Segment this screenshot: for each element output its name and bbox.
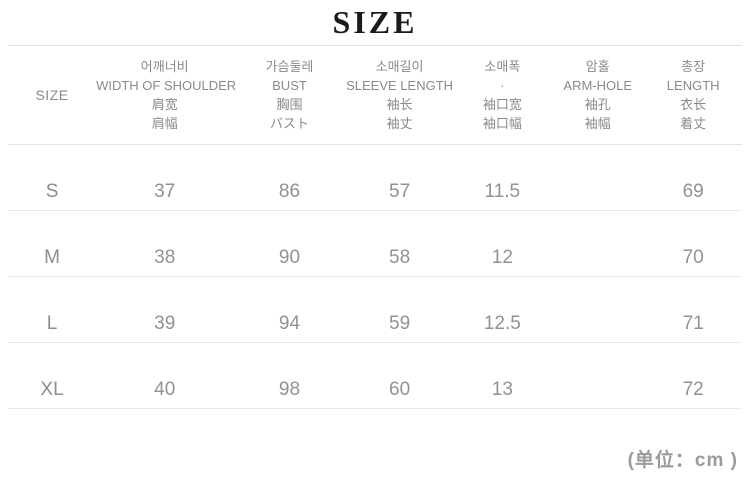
column-header-sleeve-width-ja: 袖口幅 bbox=[482, 116, 522, 131]
cell-xl-bust: 98 bbox=[233, 342, 346, 409]
column-header-sleeve-width-ko: 소매폭 bbox=[484, 59, 521, 74]
header-row: SIZE 어깨너비 WIDTH OF SHOULDER 肩宽 肩幅 가슴둘레 B… bbox=[8, 45, 742, 145]
column-header-sleeve-length-ja: 袖丈 bbox=[386, 116, 413, 131]
cell-l-armhole bbox=[551, 276, 645, 343]
size-label-m: M bbox=[8, 210, 97, 277]
column-header-bust: 가슴둘레 BUST 胸围 バスト bbox=[233, 45, 346, 145]
column-header-size-label: SIZE bbox=[35, 86, 69, 103]
column-header-bust-ko: 가슴둘레 bbox=[265, 59, 314, 74]
column-header-armhole-ko: 암홀 bbox=[585, 59, 610, 74]
cell-s-bust: 86 bbox=[233, 144, 346, 211]
column-header-length-ko: 총장 bbox=[681, 59, 706, 74]
cell-s-sleeve-length: 57 bbox=[345, 144, 454, 211]
cell-s-length: 69 bbox=[644, 144, 742, 211]
column-header-armhole: 암홀 ARM-HOLE 袖孔 袖幅 bbox=[551, 45, 645, 145]
column-header-sleeve-width-en: · bbox=[500, 78, 505, 93]
table-row-xl: XL 40 98 60 13 72 bbox=[8, 342, 742, 409]
column-header-armhole-ja: 袖幅 bbox=[584, 116, 611, 131]
column-header-length: 총장 LENGTH 衣长 着丈 bbox=[644, 45, 742, 145]
column-header-shoulder-zh: 肩宽 bbox=[151, 97, 178, 112]
cell-xl-length: 72 bbox=[644, 342, 742, 409]
column-header-sleeve-width-zh: 袖口宽 bbox=[482, 97, 522, 112]
cell-s-sleeve-width: 11.5 bbox=[453, 144, 552, 211]
unit-note: (单位：cm ) bbox=[627, 450, 738, 471]
cell-m-length: 70 bbox=[644, 210, 742, 277]
column-header-sleeve-width: 소매폭 · 袖口宽 袖口幅 bbox=[453, 45, 552, 145]
size-label-l: L bbox=[8, 276, 97, 343]
cell-m-sleeve-width: 12 bbox=[453, 210, 552, 277]
column-header-size: SIZE bbox=[8, 45, 97, 145]
column-header-shoulder-ja: 肩幅 bbox=[151, 116, 178, 131]
column-header-sleeve-length-ko: 소매길이 bbox=[375, 59, 424, 74]
size-label-xl: XL bbox=[8, 342, 97, 409]
column-header-sleeve-length: 소매길이 SLEEVE LENGTH 袖长 袖丈 bbox=[345, 45, 454, 145]
cell-l-sleeve-length: 59 bbox=[345, 276, 454, 343]
cell-xl-sleeve-width: 13 bbox=[453, 342, 552, 409]
column-header-length-ja: 着丈 bbox=[680, 116, 707, 131]
cell-l-sleeve-width: 12.5 bbox=[453, 276, 552, 343]
cell-l-bust: 94 bbox=[233, 276, 346, 343]
cell-xl-armhole bbox=[551, 342, 645, 409]
cell-m-armhole bbox=[551, 210, 645, 277]
cell-m-sleeve-length: 58 bbox=[345, 210, 454, 277]
column-header-sleeve-length-zh: 袖长 bbox=[386, 97, 413, 112]
column-header-bust-zh: 胸围 bbox=[276, 97, 303, 112]
column-header-sleeve-length-en: SLEEVE LENGTH bbox=[346, 78, 454, 93]
cell-l-length: 71 bbox=[644, 276, 742, 343]
column-header-length-en: LENGTH bbox=[666, 78, 720, 93]
table-row-l: L 39 94 59 12.5 71 bbox=[8, 276, 742, 343]
cell-xl-sleeve-length: 60 bbox=[345, 342, 454, 409]
column-header-shoulder-ko: 어깨너비 bbox=[140, 59, 189, 74]
size-table: SIZE 어깨너비 WIDTH OF SHOULDER 肩宽 肩幅 가슴둘레 B… bbox=[8, 45, 742, 409]
column-header-bust-ja: バスト bbox=[269, 116, 309, 131]
column-header-bust-en: BUST bbox=[272, 78, 307, 93]
cell-s-armhole bbox=[551, 144, 645, 211]
column-header-shoulder: 어깨너비 WIDTH OF SHOULDER 肩宽 肩幅 bbox=[96, 45, 237, 145]
cell-s-shoulder: 37 bbox=[96, 144, 234, 211]
size-label-s: S bbox=[8, 144, 97, 211]
table-row-m: M 38 90 58 12 70 bbox=[8, 210, 742, 277]
table-row-s: S 37 86 57 11.5 69 bbox=[8, 144, 742, 211]
column-header-armhole-zh: 袖孔 bbox=[584, 97, 611, 112]
page-title: SIZE bbox=[332, 4, 418, 40]
cell-m-bust: 90 bbox=[233, 210, 346, 277]
cell-xl-shoulder: 40 bbox=[96, 342, 234, 409]
cell-l-shoulder: 39 bbox=[96, 276, 234, 343]
column-header-shoulder-en: WIDTH OF SHOULDER bbox=[96, 78, 237, 93]
column-header-armhole-en: ARM-HOLE bbox=[563, 78, 633, 93]
cell-m-shoulder: 38 bbox=[96, 210, 234, 277]
column-header-length-zh: 衣长 bbox=[680, 97, 707, 112]
